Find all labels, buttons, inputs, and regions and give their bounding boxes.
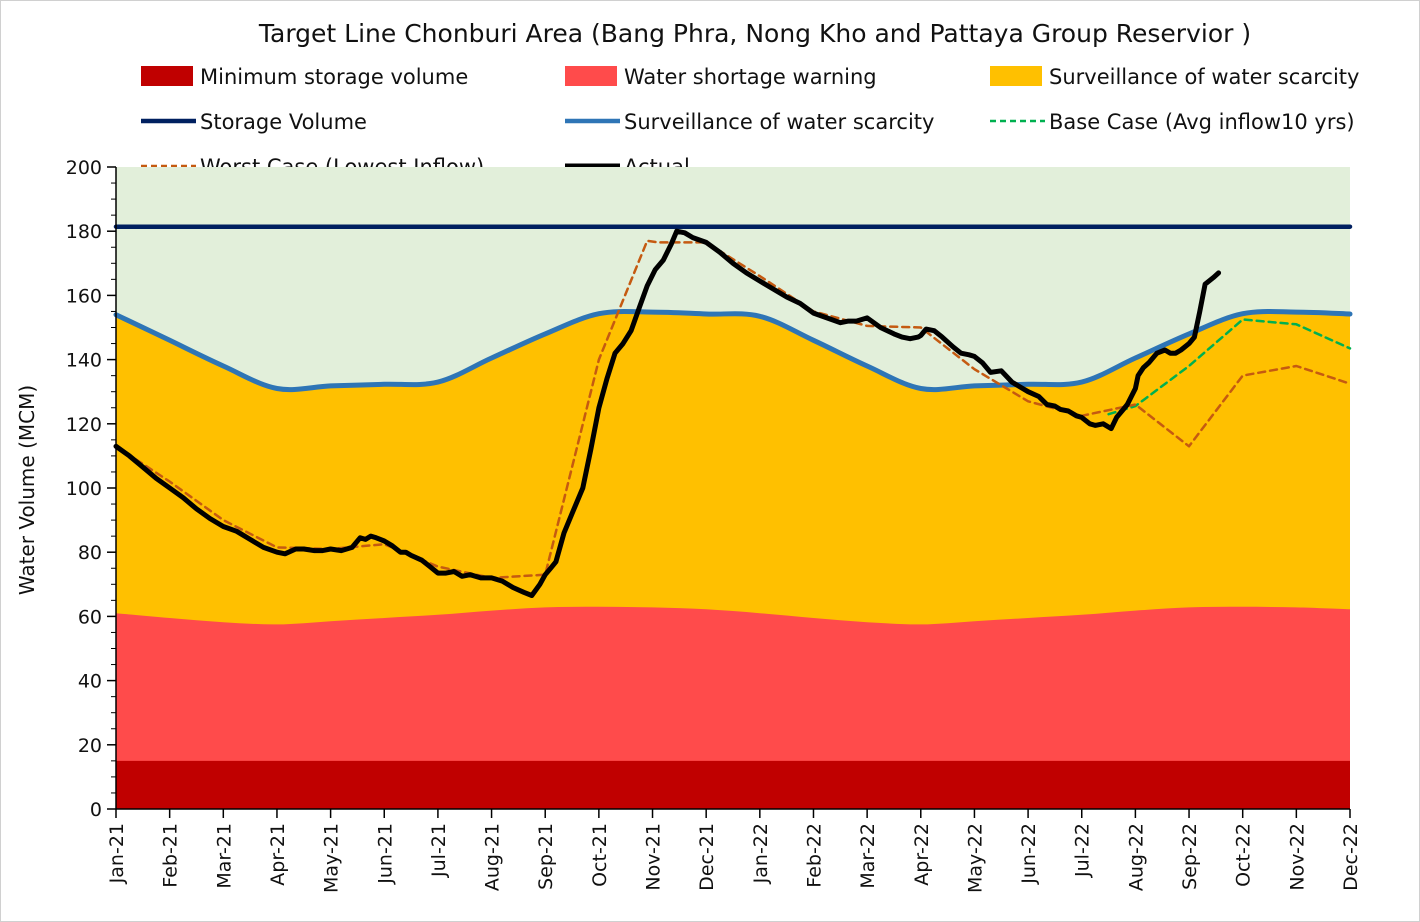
x-tick-label: Jun-22 [1018, 823, 1040, 885]
legend-swatch [141, 66, 193, 86]
y-tick-label: 80 [78, 542, 102, 564]
legend-item-surveillance-of-water-scarcity: Surveillance of water scarcity [990, 65, 1359, 89]
legend-label: Surveillance of water scarcity [1049, 65, 1359, 89]
x-tick-label: Aug-22 [1125, 823, 1147, 891]
legend-item-minimum-storage-volume: Minimum storage volume [141, 65, 468, 89]
legend-swatch [565, 66, 617, 86]
legend-swatch [990, 66, 1042, 86]
x-tick-label: Mar-21 [213, 823, 235, 889]
line-surveillance-of-water-scarcity [113, 309, 1353, 393]
x-tick-label: Jan-21 [106, 823, 128, 884]
x-tick-label: Jul-21 [428, 823, 450, 878]
x-tick-label: May-21 [321, 823, 343, 893]
x-tick-label: Jan-22 [750, 823, 772, 884]
legend-label: Base Case (Avg inflow10 yrs) [1049, 110, 1355, 134]
area-minimum-storage-volume [116, 760, 1350, 809]
x-tick-label: Apr-22 [911, 823, 933, 886]
x-tick-label: Apr-21 [267, 823, 289, 886]
y-axis-label: Water Volume (MCM) [15, 385, 39, 595]
legend-label: Water shortage warning [624, 65, 877, 89]
y-tick-label: 200 [66, 157, 102, 179]
legend-label: Minimum storage volume [200, 65, 468, 89]
line-actual [113, 228, 1222, 598]
x-tick-label: Dec-21 [696, 823, 718, 891]
y-tick-label: 100 [66, 478, 102, 500]
y-tick-label: 120 [66, 414, 102, 436]
x-tick-label: Sep-22 [1179, 823, 1201, 890]
y-tick-label: 0 [90, 799, 102, 821]
y-tick-label: 60 [78, 606, 102, 628]
x-tick-label: Oct-22 [1233, 823, 1255, 887]
legend-label: Surveillance of water scarcity [624, 110, 934, 134]
area-water-shortage-warning [116, 606, 1350, 809]
y-tick-label: 180 [66, 221, 102, 243]
legend-item-storage-volume: Storage Volume [141, 110, 367, 134]
y-tick-label: 160 [66, 285, 102, 307]
plot-area [113, 167, 1353, 809]
x-tick-label: Aug-21 [482, 823, 504, 891]
x-tick-label: Dec-22 [1340, 823, 1362, 891]
x-tick-label: May-22 [964, 823, 986, 893]
x-tick-label: Feb-21 [160, 823, 182, 888]
legend-item-base-case-avg-inflow10-yrs: Base Case (Avg inflow10 yrs) [990, 110, 1355, 134]
x-tick-label: Jun-21 [374, 823, 396, 885]
y-axis: 0 20 40 60 80 100 120 140 160 180 200 [66, 157, 117, 821]
x-tick-label: Jul-22 [1072, 823, 1094, 878]
x-tick-label: Nov-21 [643, 823, 665, 891]
x-tick-label: Oct-21 [589, 823, 611, 887]
y-tick-label: 20 [78, 735, 102, 757]
x-tick-label: Mar-22 [857, 823, 879, 889]
y-tick-label: 140 [66, 350, 102, 372]
legend-label: Storage Volume [200, 110, 367, 134]
line-base-case-avg-inflow10-yrs [1107, 318, 1352, 416]
x-tick-label: Nov-22 [1286, 823, 1308, 891]
x-axis: Jan-21 Feb-21 Mar-21 Apr-21 May-21 Jun-21 Jul-… [106, 808, 1362, 893]
chart-title: Target Line Chonburi Area (Bang Phra, No… [258, 19, 1251, 48]
x-tick-label: Sep-21 [535, 823, 557, 890]
y-tick-label: 40 [78, 671, 102, 693]
x-tick-label: Feb-22 [803, 823, 825, 888]
legend-item-water-shortage-warning: Water shortage warning [565, 65, 877, 89]
legend-item-surveillance-of-water-scarcity: Surveillance of water scarcity [565, 110, 934, 134]
